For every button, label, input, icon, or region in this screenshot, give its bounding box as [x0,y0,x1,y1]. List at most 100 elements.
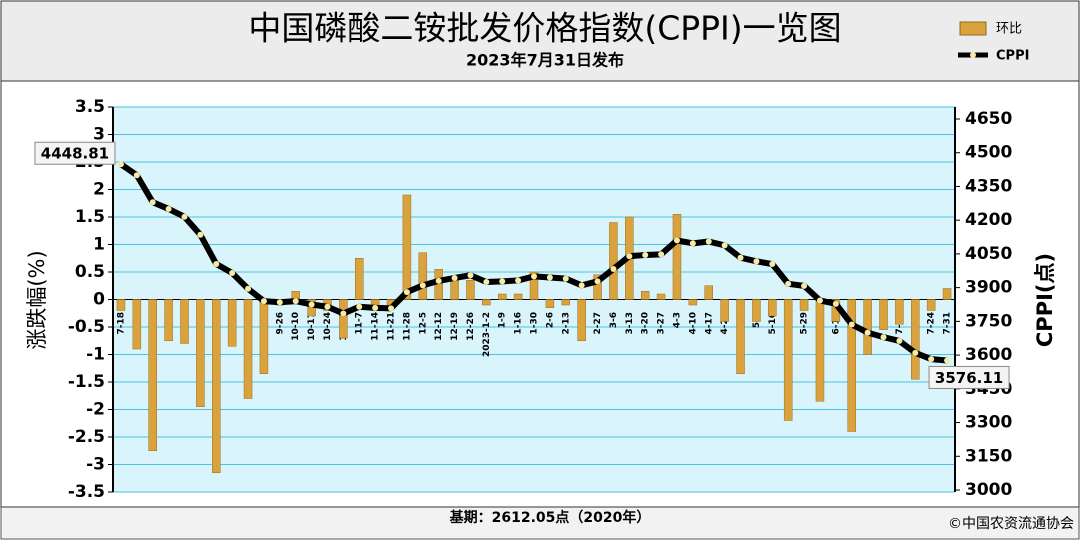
bar [513,293,523,300]
legend-marker [970,52,976,58]
callout-label: 4448.81 [41,145,109,163]
legend-label: CPPI [996,49,1029,64]
cppi-marker [626,253,633,260]
bar [799,299,809,311]
bar [339,299,348,339]
x-tick-label: 11-14 [371,312,381,341]
cppi-marker [324,303,331,310]
bar [895,299,904,325]
y-tick-label: 0.5 [75,262,105,282]
bar [863,299,872,355]
callout-box [928,365,1010,389]
cppi-marker [864,329,871,336]
x-tick-label: 12-12 [434,312,444,341]
bar [768,299,777,317]
y2-tick-label: 4050 [965,244,1012,264]
y2-tick-label: 3000 [965,480,1012,500]
x-tick-label: 10-10 [291,312,301,341]
cppi-marker [721,242,728,249]
bar [148,299,157,451]
x-tick-label: 3-6 [609,312,619,328]
bar [736,299,745,374]
cppi-marker [594,278,601,285]
chart-title: 中国磷酸二铵批发价格指数(CPPI)一览图 [248,9,841,48]
cppi-marker [213,261,220,268]
cppi-marker [896,337,903,344]
bar [847,299,856,432]
y-tick-label: 2 [93,180,105,200]
y-tick-label: -0.5 [68,317,105,337]
cppi-marker [642,252,649,259]
x-tick-label: 3-27 [657,312,667,335]
cppi-marker [260,298,267,305]
cppi-marker [785,280,792,287]
x-tick-label: 5-29 [800,312,810,335]
y-tick-label: -1.5 [68,372,105,392]
cppi-marker [610,265,617,272]
cppi-marker [531,273,537,280]
y-tick-label: -1 [86,345,105,365]
bar [879,299,888,330]
cppi-marker [245,285,252,292]
bar [132,299,142,350]
cppi-marker [308,301,315,308]
bar [815,299,825,402]
cppi-marker [816,297,823,304]
bar [482,299,491,306]
bar [752,299,761,322]
cppi-marker [292,298,299,305]
cppi-marker [467,272,474,279]
bar [911,299,920,380]
x-tick-label: 1-30 [530,312,540,335]
cppi-marker [737,254,744,261]
cppi-marker [149,199,156,206]
x-tick-label: 7-31 [943,312,953,335]
cppi-marker [276,299,283,306]
cppi-marker [753,258,760,265]
x-tick-label: 4-3 [672,312,682,328]
bar [577,299,586,341]
cppi-marker [801,282,808,289]
x-tick-label: 3-13 [625,312,635,335]
y2-tick-label: 3750 [965,311,1012,331]
y-tick-label: -3 [86,455,105,475]
cppi-marker [832,300,839,307]
bar [609,222,618,300]
cppi-marker [944,357,951,364]
bar [227,299,237,347]
bar [164,299,173,341]
cppi-marker [419,282,426,289]
x-tick-label: 2023-1-2 [482,312,492,357]
y2-tick-label: 4200 [965,210,1012,230]
x-tick-label: 4-17 [704,312,714,335]
callout-box [34,141,116,165]
y-axis-label: 涨跌幅(%) [25,250,49,349]
bar [640,291,650,300]
cppi-marker [546,274,553,281]
bar [466,280,475,300]
bar [720,299,729,322]
bar [529,271,539,300]
y2-axis-label: CPPI(点) [1033,253,1057,347]
cppi-marker [372,304,379,311]
x-tick-label: 12-5 [418,312,428,335]
x-tick-label: 12-19 [450,312,460,341]
y2-tick-label: 4350 [965,176,1012,196]
bar [418,252,428,300]
x-tick-label: 6-12 [831,312,841,335]
cppi-marker [388,305,395,312]
source: ©中国农资流通协会 [948,516,1074,532]
x-tick-label: 5-16 [768,312,778,335]
cppi-marker [658,251,665,258]
y-tick-label: 3.5 [75,97,105,117]
x-tick-label: 2-6 [545,312,555,328]
x-tick-label: 1-9 [498,312,508,328]
y-tick-label: -2.5 [68,427,105,447]
bar [926,299,936,311]
cppi-marker [117,161,124,168]
bar [593,274,602,300]
legend-label: 环比 [996,22,1022,37]
cppi-marker [181,213,188,220]
bar [354,258,364,300]
bar [561,299,571,306]
